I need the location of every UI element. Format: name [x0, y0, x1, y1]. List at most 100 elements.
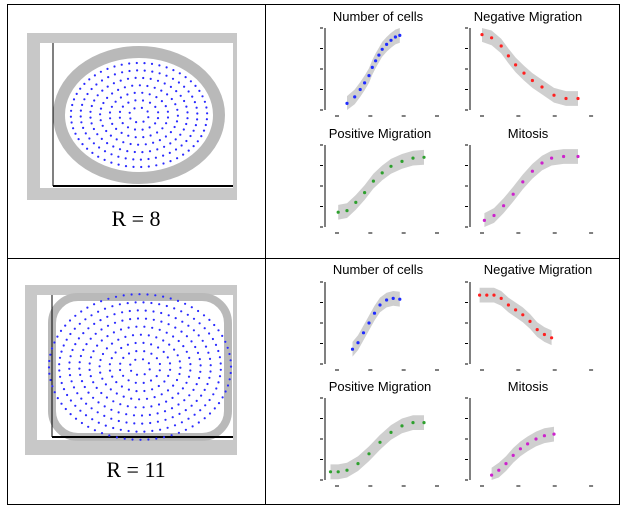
- lattice-cell-dot: [126, 405, 129, 408]
- lattice-cell-dot: [176, 108, 179, 111]
- lattice-cell-dot: [87, 327, 90, 330]
- lattice-cell-dot: [196, 140, 199, 143]
- lattice-cell-dot: [87, 391, 90, 394]
- data-point: [353, 95, 357, 99]
- lattice-cell-dot: [185, 335, 188, 338]
- lattice-cell-dot: [178, 412, 181, 415]
- lattice-cell-dot: [70, 109, 73, 112]
- lattice-cell-dot: [136, 317, 140, 320]
- lattice-cell-dot: [83, 98, 86, 101]
- lattice-cell-dot: [151, 70, 154, 73]
- lattice-cell-dot: [128, 62, 131, 65]
- lattice-cell-dot: [194, 84, 197, 87]
- lattice-cell-dot: [142, 381, 145, 384]
- lattice-cell-dot: [224, 390, 227, 393]
- lattice-cell-dot: [177, 81, 180, 84]
- lattice-cell-dot: [80, 310, 83, 313]
- lattice-cell-dot: [151, 429, 154, 432]
- lattice-cell-dot: [122, 141, 125, 144]
- data-point: [358, 87, 362, 92]
- lattice-cell-dot: [138, 398, 141, 401]
- lattice-cell-dot: [199, 409, 202, 412]
- lattice-cell-dot: [74, 132, 77, 135]
- lattice-cell-dot: [156, 79, 160, 82]
- lattice-cell-dot: [80, 421, 83, 425]
- lattice-cell-dot: [103, 158, 106, 161]
- data-point: [511, 453, 515, 457]
- lattice-cell-dot: [141, 99, 145, 102]
- lattice-cell-dot: [196, 351, 200, 354]
- lattice-cell-dot: [158, 328, 161, 331]
- lattice-cell-dot: [185, 139, 188, 143]
- lattice-cell-dot: [89, 337, 92, 340]
- lattice-cell-dot: [134, 136, 137, 139]
- lattice-cell-dot: [171, 396, 174, 399]
- lattice-cell-dot: [68, 374, 72, 377]
- lattice-cell-dot: [133, 128, 137, 131]
- data-point: [542, 434, 547, 438]
- lattice-cell-dot: [106, 324, 110, 327]
- lattice-cell-dot: [148, 368, 151, 371]
- lattice-cell-dot: [74, 314, 77, 317]
- subplot-chart: [320, 144, 439, 234]
- data-point: [363, 191, 367, 195]
- lattice-cell-dot: [152, 141, 155, 144]
- lattice-cell-dot: [126, 126, 130, 129]
- lattice-cell-dot: [144, 317, 148, 320]
- lattice-cell-dot: [148, 126, 151, 129]
- data-point: [499, 44, 503, 48]
- lattice-cell-dot: [77, 138, 80, 141]
- lattice-cell-dot: [98, 365, 101, 368]
- lattice-cell-dot: [127, 326, 130, 329]
- subplot-chart: [465, 397, 594, 487]
- lattice-cell-dot: [106, 85, 109, 88]
- data-point: [378, 303, 382, 307]
- lattice-cell-dot: [69, 399, 72, 402]
- lattice-cell-dot: [224, 340, 227, 343]
- lattice-cell-dot: [121, 311, 124, 314]
- data-point: [562, 154, 566, 159]
- data-point: [521, 180, 525, 184]
- data-point: [356, 341, 360, 345]
- lattice-cell-dot: [112, 145, 115, 148]
- panel-label-r8: R = 8: [111, 206, 160, 231]
- data-point: [506, 54, 510, 58]
- lattice-cell-dot: [209, 370, 212, 373]
- lattice-cell-dot: [173, 125, 176, 129]
- lattice-cell-dot: [97, 155, 100, 158]
- data-point: [564, 96, 568, 101]
- lattice-cell-dot: [91, 418, 94, 421]
- lattice-cell-dot: [178, 372, 181, 376]
- lattice-cell-dot: [170, 434, 173, 437]
- lattice-cell-dot: [100, 339, 103, 342]
- subplot-title: Mitosis: [508, 379, 549, 394]
- lattice-cell-dot: [99, 371, 102, 374]
- lattice-cell-dot: [160, 393, 163, 396]
- lattice-cell-dot: [188, 394, 191, 397]
- lattice-cell-dot: [135, 390, 138, 393]
- lattice-cell-dot: [107, 76, 110, 79]
- lattice-cell-dot: [151, 388, 154, 391]
- lattice-cell-dot: [133, 422, 136, 425]
- lattice-cell-dot: [75, 92, 78, 95]
- lattice-cell-dot: [158, 64, 161, 67]
- lattice-cell-dot: [99, 70, 102, 73]
- subplot-title: Number of cells: [333, 9, 424, 24]
- data-point: [550, 336, 554, 340]
- lattice-cell-dot: [196, 118, 199, 121]
- lattice-cell-dot: [178, 72, 181, 75]
- lattice-cell-dot: [175, 378, 179, 382]
- lattice-cell-dot: [165, 74, 168, 77]
- lattice-cell-dot: [109, 117, 112, 120]
- data-point: [480, 33, 484, 37]
- data-point: [389, 430, 393, 434]
- data-point: [518, 447, 523, 451]
- lattice-cell-dot: [79, 409, 82, 412]
- lattice-cell-dot: [79, 373, 82, 376]
- lattice-cell-dot: [198, 358, 201, 361]
- lattice-cell-dot: [200, 135, 203, 138]
- confidence-band: [491, 426, 554, 480]
- lattice-cell-dot: [154, 156, 157, 159]
- lattice-cell-dot: [99, 113, 102, 116]
- lattice-cell-dot: [140, 165, 143, 169]
